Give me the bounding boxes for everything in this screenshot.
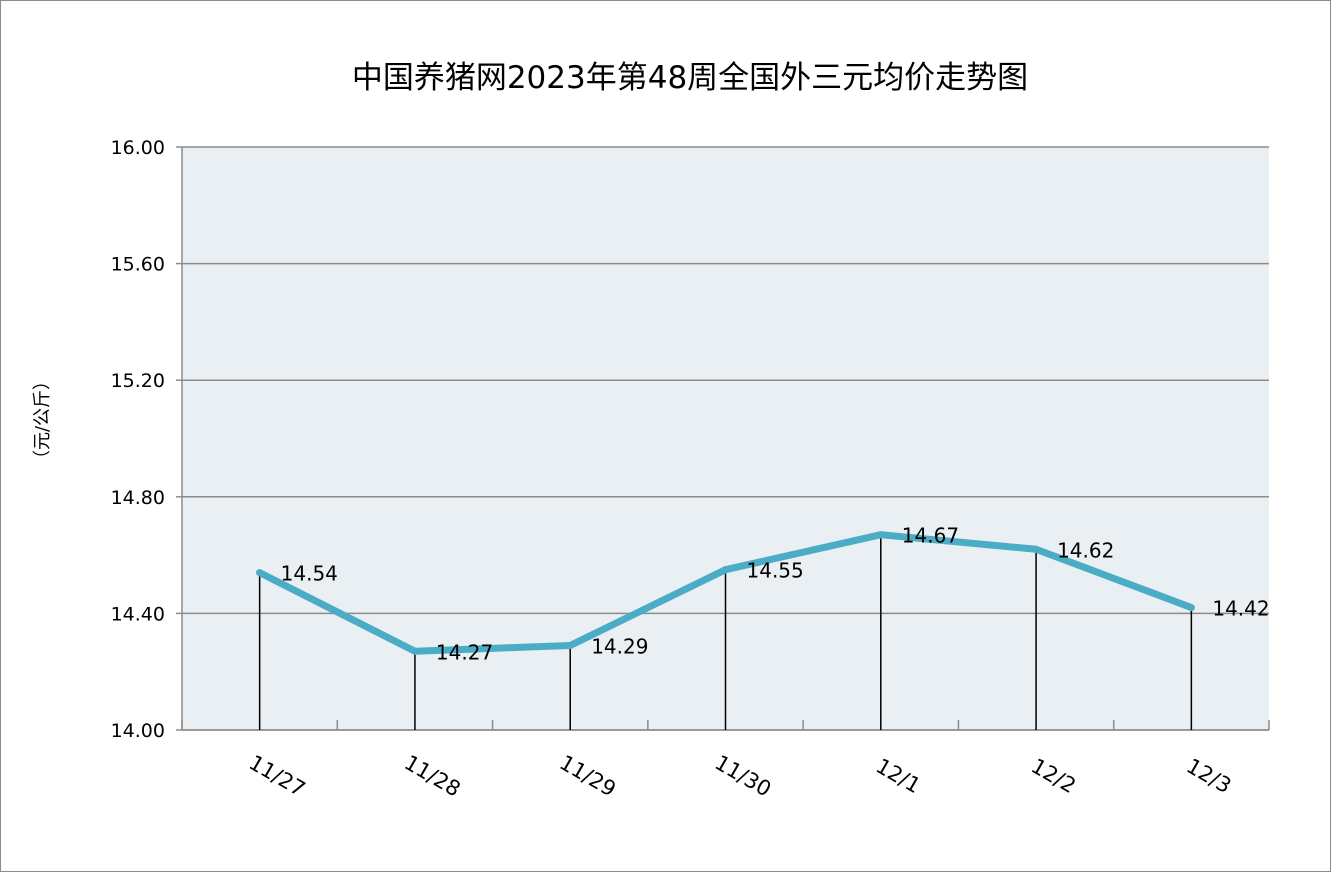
data-label: 14.29: [591, 634, 648, 658]
x-tick-labels: 11/27 11/28 11/29 11/30 12/1 12/2 12/3: [245, 750, 1235, 801]
data-point: [411, 647, 419, 655]
x-tick-label: 11/30: [711, 750, 775, 801]
series-segment: [877, 531, 1040, 553]
x-tick-label: 12/3: [1182, 754, 1235, 798]
drop-lines: [258, 534, 1193, 730]
y-tick-label: 14.00: [111, 720, 165, 742]
data-point: [877, 531, 885, 539]
data-label: 14.62: [1057, 538, 1114, 562]
data-point: [1187, 604, 1195, 612]
y-tick-label: 16.00: [111, 137, 165, 159]
x-tick-label: 12/2: [1027, 754, 1080, 798]
series-segment: [566, 566, 729, 649]
chart-title: 中国养猪网2023年第48周全国外三元均价走势图: [351, 60, 1029, 96]
data-point: [1032, 545, 1040, 553]
data-point: [722, 566, 729, 574]
x-tick-label: 12/1: [872, 754, 925, 798]
series-segment: [1032, 545, 1195, 612]
y-tick-label: 14.80: [111, 487, 165, 509]
data-label: 14.54: [281, 562, 338, 586]
data-label: 14.42: [1212, 597, 1269, 621]
y-tick-label: 15.60: [111, 254, 165, 276]
data-label: 14.55: [747, 559, 804, 583]
data-label: 14.27: [436, 640, 493, 664]
data-label: 14.67: [902, 524, 959, 548]
x-tick-label: 11/27: [245, 750, 309, 801]
data-point: [256, 569, 264, 577]
series-segment: [411, 641, 574, 655]
series-segment: [722, 531, 885, 574]
series-lines: [256, 531, 1195, 655]
x-tick-label: 11/29: [556, 750, 620, 801]
data-point: [566, 641, 574, 649]
x-tick-label: 11/28: [400, 750, 464, 801]
data-labels: 14.54 14.27 14.29 14.55 14.67 14.62 14.42: [281, 524, 1270, 665]
y-tick-label: 15.20: [111, 370, 165, 392]
y-tick-label: 14.40: [111, 603, 165, 625]
series-segment: [256, 569, 419, 655]
y-tick-labels: 14.00 14.40 14.80 15.20 15.60 16.00: [111, 137, 182, 742]
